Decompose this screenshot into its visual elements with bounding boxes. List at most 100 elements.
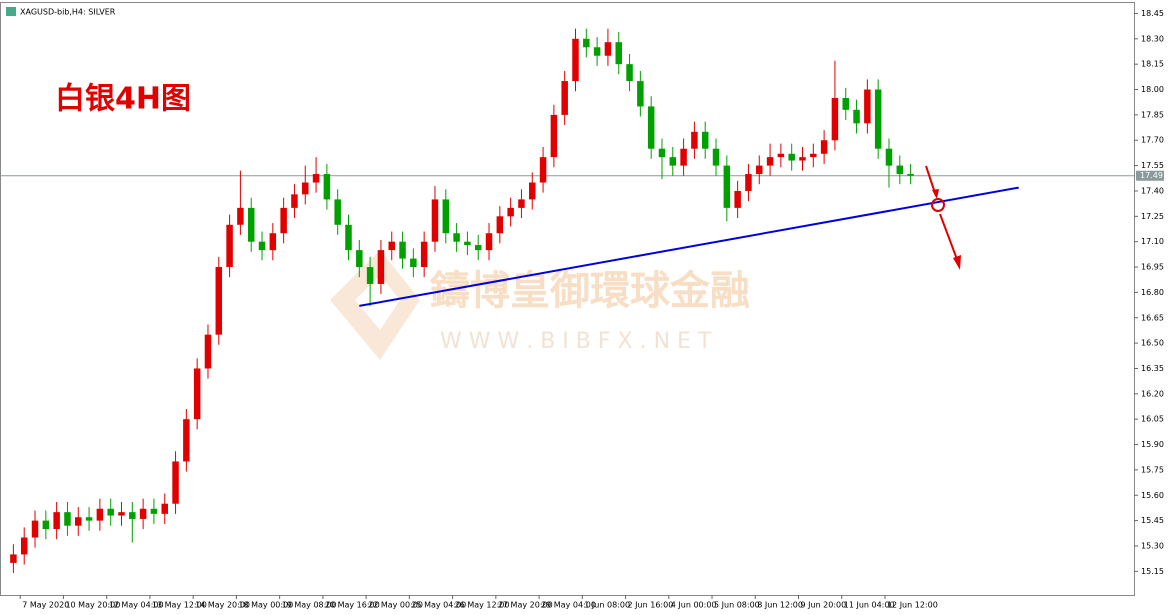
candle-body — [734, 190, 741, 208]
y-tick-label: 17.85 — [1141, 110, 1164, 119]
x-tick-label: 13 May 12:00 — [152, 601, 207, 610]
candle-body — [507, 207, 514, 217]
x-tick-label: 7 May 2020 — [22, 601, 69, 610]
candle-body — [204, 334, 212, 369]
candle-body — [485, 233, 493, 251]
candle-body — [518, 199, 525, 208]
candle-body — [756, 165, 763, 175]
candle-body — [788, 153, 795, 161]
x-tick-label: 10 May 20:00 — [65, 601, 120, 610]
x-tick-label: 20 May 16:00 — [325, 601, 380, 610]
y-tick-label: 16.50 — [1141, 339, 1164, 348]
candle-body — [96, 508, 104, 521]
x-tick-label: 18 May 00:00 — [238, 601, 293, 610]
candle-body — [150, 508, 158, 514]
arrow-head — [932, 189, 939, 199]
candle-body — [745, 174, 752, 191]
y-tick-label: 15.75 — [1141, 465, 1164, 474]
candle-body — [842, 97, 849, 110]
candle-body — [529, 182, 536, 200]
candle-body — [820, 140, 828, 154]
watermark-url: W W W . B I B F X . N E T — [440, 329, 712, 354]
candle-body — [712, 148, 720, 166]
candle-body — [691, 131, 698, 149]
candle-body — [561, 81, 568, 115]
y-tick-label: 17.25 — [1141, 212, 1164, 221]
y-tick-label: 16.35 — [1141, 364, 1164, 373]
watermark-logo — [330, 250, 420, 360]
candle-body — [799, 157, 806, 161]
candle-body — [161, 503, 168, 514]
candle-body — [237, 207, 244, 225]
candle-body — [464, 241, 471, 246]
x-tick-label: 8 Jun 12:00 — [757, 601, 803, 610]
candle-body — [810, 153, 817, 158]
candle-body — [669, 157, 677, 166]
candle-body — [118, 512, 125, 516]
candle-body — [399, 241, 406, 259]
candle-body — [75, 517, 82, 526]
x-tick-label: 19 May 08:00 — [282, 601, 337, 610]
marks — [0, 28, 1134, 574]
x-tick-label: 11 Jun 04:00 — [844, 601, 895, 610]
candle-body — [593, 47, 601, 56]
y-tick-label: 15.45 — [1141, 516, 1164, 525]
x-tick-label: 9 Jun 20:00 — [801, 601, 847, 610]
plot-frame — [0, 2, 1135, 596]
candle-body — [658, 148, 666, 158]
y-tick-label: 17.55 — [1141, 161, 1164, 170]
x-tick-label: 25 May 04:00 — [411, 601, 466, 610]
x-tick-label: 2 Jun 16:00 — [628, 601, 674, 610]
candle-body — [291, 194, 298, 208]
y-tick-label: 18.00 — [1141, 85, 1164, 94]
last-price-box — [1136, 170, 1164, 181]
candle-body — [247, 207, 255, 242]
y-tick-label: 15.15 — [1141, 567, 1164, 576]
x-tick-label: 26 May 12:00 — [455, 601, 510, 610]
candle-body — [701, 131, 709, 149]
x-tick-label: 22 May 00:00 — [368, 601, 423, 610]
candle-body — [626, 64, 633, 82]
y-tick-label: 18.45 — [1141, 9, 1164, 18]
chart-title: XAGUSD-bib,H4: SILVER — [20, 8, 116, 17]
candle-body — [258, 241, 266, 251]
candle-body — [453, 233, 460, 242]
candle-body — [442, 199, 450, 234]
marker-circle — [931, 198, 945, 212]
candle-body — [280, 207, 287, 234]
candle-body — [53, 512, 60, 530]
candle-body — [226, 224, 233, 268]
y-tick-label: 17.40 — [1141, 186, 1164, 195]
candle-body — [107, 508, 114, 516]
candle-body — [583, 38, 590, 48]
candle-body — [64, 512, 71, 526]
candle-body — [420, 241, 428, 268]
candle-body — [215, 267, 223, 335]
x-tick-label: 5 Jun 08:00 — [714, 601, 760, 610]
x-tick-label: 14 May 20:00 — [195, 601, 250, 610]
candle-body — [410, 258, 417, 268]
candle-body — [366, 267, 374, 284]
candle-body — [269, 233, 277, 251]
x-tick-label: 1 Jun 08:00 — [584, 601, 630, 610]
candle-body — [312, 174, 320, 183]
candle-body — [539, 157, 547, 183]
y-tick-label: 16.65 — [1141, 313, 1164, 322]
x-tick-label: 12 May 04:00 — [109, 601, 164, 610]
candle-body — [680, 148, 687, 166]
arrow-head — [953, 255, 961, 270]
candle-body — [896, 165, 904, 175]
candle-body — [550, 114, 558, 158]
y-tick-label: 15.90 — [1141, 440, 1164, 449]
y-tick-label: 17.10 — [1141, 237, 1164, 246]
y-tick-label: 18.30 — [1141, 34, 1164, 43]
candle-body — [474, 245, 482, 251]
last-price-label: 17.49 — [1140, 171, 1163, 180]
candle-body — [193, 368, 201, 420]
candle-body — [20, 537, 28, 555]
candle-body — [874, 89, 882, 149]
candle-body — [907, 174, 914, 176]
candle-body — [172, 461, 179, 504]
candle-body — [572, 38, 579, 82]
